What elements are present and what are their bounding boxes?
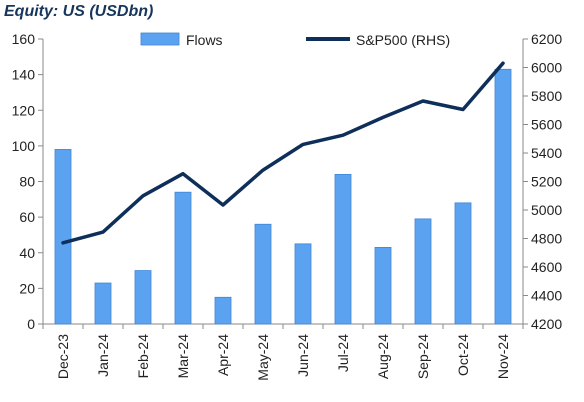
- y-tick-label-left: 60: [19, 209, 35, 225]
- x-tick-label: Apr-24: [215, 334, 231, 376]
- x-tick-label: Feb-24: [135, 334, 151, 379]
- x-tick-label: Jan-24: [95, 334, 111, 377]
- axes-layer: 0 20 40 60 80 100 120 140 160 4200 4400 4600 4800 500…: [12, 31, 563, 381]
- y-tick-label-left: 100: [12, 138, 36, 154]
- y-tick-label-right: 5800: [531, 88, 562, 104]
- line-sp500: [61, 61, 505, 245]
- y-tick-label-right: 6000: [531, 60, 562, 76]
- y-tick-label-right: 5200: [531, 174, 562, 190]
- bar-flows: [374, 247, 392, 325]
- line-layer: [61, 61, 505, 245]
- y-tick-label-right: 4200: [531, 316, 562, 332]
- bar-flows: [174, 191, 192, 325]
- bar-flows: [214, 296, 232, 325]
- y-tick-label-right: 5400: [531, 145, 562, 161]
- x-tick-label: Oct-24: [455, 334, 471, 376]
- y-tick-label-right: 4800: [531, 231, 562, 247]
- bar-flows: [334, 173, 352, 325]
- legend: Flows S&P500 (RHS): [140, 32, 450, 48]
- legend-flows-label: Flows: [186, 32, 223, 48]
- y-tick-label-right: 4400: [531, 288, 562, 304]
- y-tick-label-left: 140: [12, 67, 36, 83]
- x-tick-label: Sep-24: [415, 334, 431, 379]
- bar-flows: [414, 218, 432, 325]
- bar-flows: [94, 282, 112, 325]
- y-tick-label-left: 120: [12, 102, 36, 118]
- y-tick-label-left: 0: [27, 316, 35, 332]
- chart-title: Equity: US (USDbn): [4, 3, 154, 20]
- y-tick-label-right: 5600: [531, 117, 562, 133]
- y-tick-label-right: 5000: [531, 202, 562, 218]
- bar-flows: [294, 243, 312, 325]
- x-tick-label: Nov-24: [495, 334, 511, 379]
- legend-flows-swatch: [140, 32, 180, 46]
- x-tick-label: Dec-23: [55, 334, 71, 379]
- y-tick-label-right: 4600: [531, 259, 562, 275]
- x-tick-label: Jun-24: [295, 334, 311, 377]
- bar-flows: [54, 149, 72, 325]
- bars-layer: [54, 68, 512, 325]
- y-tick-label-left: 40: [19, 245, 35, 261]
- x-tick-label: Mar-24: [175, 334, 191, 379]
- y-tick-label-left: 20: [19, 280, 35, 296]
- legend-sp500-label: S&P500 (RHS): [356, 32, 450, 48]
- y-tick-label-left: 80: [19, 174, 35, 190]
- x-tick-label: Aug-24: [375, 334, 391, 379]
- y-tick-label-right: 6200: [531, 31, 562, 47]
- bar-flows: [254, 223, 272, 325]
- x-tick-label: Jul-24: [335, 334, 351, 372]
- bar-flows: [454, 202, 472, 325]
- x-tick-label: May-24: [255, 334, 271, 381]
- y-tick-label-left: 160: [12, 31, 36, 47]
- bar-flows: [494, 68, 512, 325]
- bar-flows: [134, 270, 152, 325]
